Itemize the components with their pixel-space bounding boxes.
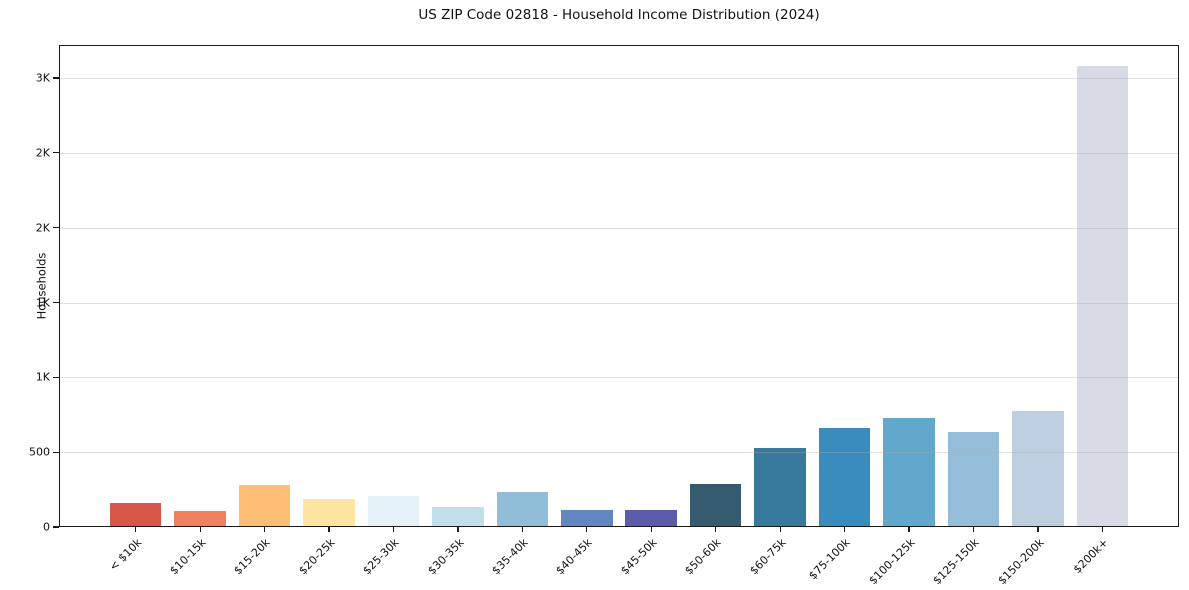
x-tick-mark xyxy=(779,527,781,532)
gridline xyxy=(59,152,1179,154)
x-tick-label: $15-20k xyxy=(231,536,273,578)
x-tick-mark xyxy=(521,527,523,532)
x-tick-mark xyxy=(715,527,717,532)
y-tick-mark xyxy=(53,227,59,229)
y-tick-mark xyxy=(53,77,59,79)
y-tick-mark xyxy=(53,301,59,304)
y-tick-mark xyxy=(53,376,59,378)
x-tick-mark xyxy=(908,527,910,532)
gridline xyxy=(59,377,1179,379)
bar-13 xyxy=(947,432,1000,527)
bar-2 xyxy=(238,485,291,527)
x-tick-mark xyxy=(135,527,137,532)
x-tick-label: $150-200k xyxy=(994,536,1047,588)
x-tick-mark xyxy=(586,527,588,532)
bar-12 xyxy=(883,418,935,527)
y-axis-label: Households xyxy=(34,252,49,320)
y-tick-label: 1K xyxy=(35,296,50,309)
x-tick-mark xyxy=(199,527,201,532)
x-tick-mark xyxy=(457,527,459,532)
y-tick-label: 3K xyxy=(35,71,50,85)
x-tick-label: $125-150k xyxy=(930,536,982,588)
bar-4 xyxy=(367,496,420,527)
x-tick-label: $200k+ xyxy=(1070,536,1111,577)
y-tick-mark xyxy=(53,152,59,154)
x-tick-label: $75-100k xyxy=(806,536,853,583)
x-tick-mark xyxy=(392,527,395,532)
y-tick-label: 500 xyxy=(29,445,50,459)
gridline xyxy=(59,77,1179,79)
x-tick-label: $25-30k xyxy=(360,536,402,578)
bar-14 xyxy=(1012,411,1064,527)
y-tick-mark xyxy=(53,526,59,528)
bar-0 xyxy=(109,503,162,527)
bar-9 xyxy=(689,484,742,527)
bar-8 xyxy=(625,510,677,527)
x-tick-mark xyxy=(650,527,652,532)
x-tick-label: $30-35k xyxy=(424,536,467,578)
bar-7 xyxy=(561,510,613,527)
x-tick-mark xyxy=(328,527,330,532)
x-tick-mark xyxy=(1101,527,1103,532)
x-tick-label: $20-25k xyxy=(295,536,338,578)
bar-6 xyxy=(496,492,549,527)
x-tick-label: $60-75k xyxy=(747,536,789,578)
x-tick-label: $40-45k xyxy=(553,536,596,578)
x-tick-label: $100-125k xyxy=(866,536,918,588)
chart-title: US ZIP Code 02818 - Household Income Dis… xyxy=(418,7,820,23)
bar-11 xyxy=(818,428,871,527)
bar-15 xyxy=(1076,66,1129,527)
x-tick-label: $10-15k xyxy=(167,536,209,578)
x-tick-label: < $10k xyxy=(106,536,144,574)
bar-10 xyxy=(754,448,806,527)
y-tick-label: 2K xyxy=(35,221,50,235)
x-tick-label: $45-50k xyxy=(618,536,660,578)
bar-1 xyxy=(174,511,226,527)
bar-3 xyxy=(303,499,355,527)
y-tick-label: 1K xyxy=(35,370,50,384)
x-tick-mark xyxy=(1037,527,1039,532)
plot-area xyxy=(59,45,1179,527)
gridline xyxy=(59,227,1179,229)
x-tick-mark xyxy=(972,527,975,532)
gridline xyxy=(59,452,1179,454)
x-tick-label: $50-60k xyxy=(682,536,724,578)
x-tick-mark xyxy=(843,527,846,532)
x-tick-mark xyxy=(264,527,266,532)
y-tick-label: 0 xyxy=(43,520,50,534)
x-tick-label: $35-40k xyxy=(489,536,531,578)
bar-5 xyxy=(432,507,484,527)
y-tick-label: 2K xyxy=(35,146,50,160)
y-tick-mark xyxy=(53,451,59,453)
gridline xyxy=(59,302,1179,304)
